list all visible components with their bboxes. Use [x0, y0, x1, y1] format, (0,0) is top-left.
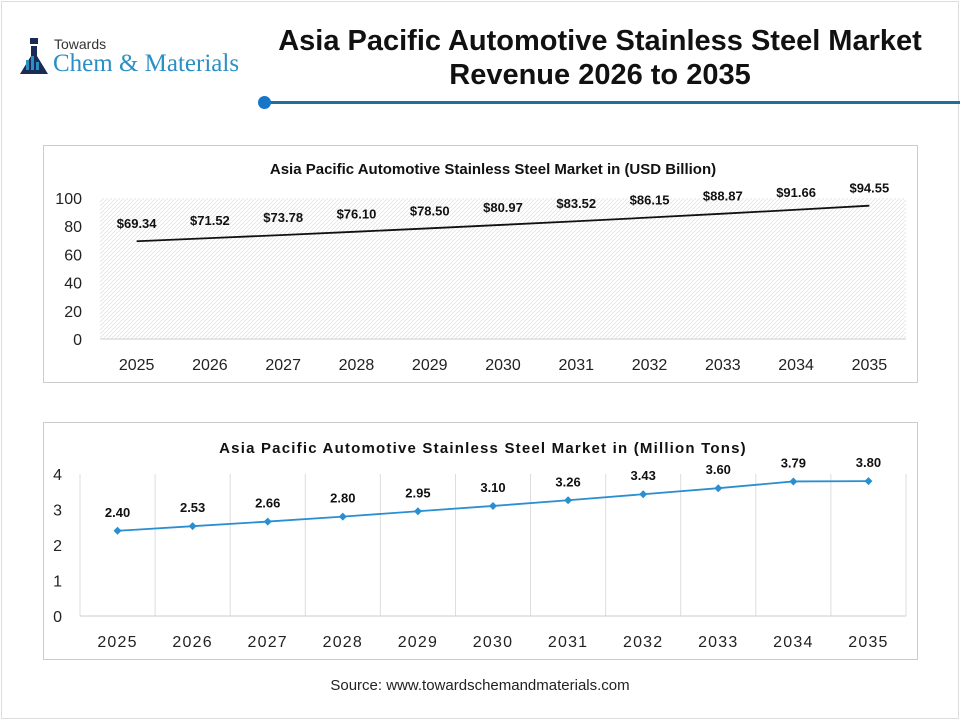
chart-usd-panel: Asia Pacific Automotive Stainless Steel …	[43, 145, 918, 383]
data-label: 3.43	[631, 468, 656, 483]
logo: Towards Chem & Materials	[18, 34, 268, 84]
title-rule	[264, 101, 960, 104]
chart-usd: Asia Pacific Automotive Stainless Steel …	[55, 161, 906, 374]
flask-icon	[20, 38, 48, 74]
data-point	[714, 484, 723, 493]
data-label: $83.52	[556, 196, 596, 211]
logo-line2: Chem & Materials	[53, 50, 240, 77]
x-tick-label: 2025	[97, 634, 137, 651]
data-label: 3.79	[781, 455, 806, 470]
x-tick-label: 2028	[339, 357, 375, 374]
data-point	[639, 490, 648, 499]
x-tick-label: 2035	[852, 357, 888, 374]
logo-line1: Towards	[54, 36, 107, 52]
chart-tons: Asia Pacific Automotive Stainless Steel …	[53, 440, 907, 651]
y-tick-label: 80	[64, 219, 82, 236]
x-tick-label: 2026	[172, 634, 212, 651]
y-tick-label: 0	[53, 609, 62, 626]
data-label: 2.95	[405, 485, 430, 500]
x-tick-label: 2033	[705, 357, 741, 374]
x-tick-label: 2027	[248, 634, 288, 651]
data-label: $78.50	[410, 203, 450, 218]
data-point	[263, 517, 272, 526]
x-tick-label: 2025	[119, 357, 155, 374]
data-point	[338, 512, 347, 521]
data-label: 3.60	[706, 462, 731, 477]
data-label: 2.40	[105, 505, 130, 520]
x-tick-label: 2035	[848, 634, 888, 651]
data-point	[789, 477, 798, 486]
x-tick-label: 2030	[485, 357, 521, 374]
y-tick-label: 20	[64, 304, 82, 321]
data-label: $71.52	[190, 213, 230, 228]
x-tick-label: 2029	[412, 357, 448, 374]
x-tick-label: 2028	[323, 634, 363, 651]
data-label: 2.66	[255, 496, 280, 511]
data-point	[489, 501, 497, 510]
data-label: $73.78	[263, 210, 303, 225]
chart-tons-panel: Asia Pacific Automotive Stainless Steel …	[43, 422, 918, 660]
y-tick-label: 40	[64, 276, 82, 293]
data-label: $69.34	[117, 216, 158, 231]
x-tick-label: 2027	[265, 357, 301, 374]
data-label: $88.87	[703, 189, 743, 204]
x-tick-label: 2031	[558, 357, 594, 374]
data-label: $76.10	[337, 207, 377, 222]
series-line	[136, 204, 870, 243]
chart-title: Asia Pacific Automotive Stainless Steel …	[270, 161, 716, 178]
y-tick-label: 2	[53, 538, 62, 555]
data-point	[413, 507, 422, 516]
source-note: Source: www.towardschemandmaterials.com	[330, 677, 630, 694]
data-label: $80.97	[483, 200, 523, 215]
page-title: Asia Pacific Automotive Stainless Steel …	[260, 24, 940, 92]
plot-background	[100, 198, 906, 339]
data-label: $91.66	[776, 185, 816, 200]
data-label: 3.10	[480, 480, 505, 495]
x-tick-label: 2031	[548, 634, 588, 651]
y-tick-label: 4	[53, 467, 62, 484]
x-tick-label: 2034	[778, 357, 814, 374]
data-point	[564, 496, 573, 505]
y-tick-label: 1	[53, 574, 62, 591]
x-tick-label: 2032	[632, 357, 668, 374]
x-tick-label: 2034	[773, 634, 813, 651]
data-label: $94.55	[849, 181, 889, 196]
data-point	[864, 477, 873, 486]
data-label: $86.15	[630, 193, 670, 208]
data-label: 2.53	[180, 500, 205, 515]
chart-title: Asia Pacific Automotive Stainless Steel …	[219, 440, 747, 457]
y-tick-label: 60	[64, 247, 82, 264]
x-tick-label: 2032	[623, 634, 663, 651]
y-tick-label: 100	[55, 191, 82, 208]
title-dot	[258, 96, 271, 109]
x-tick-label: 2033	[698, 634, 738, 651]
y-tick-label: 3	[53, 503, 62, 520]
data-point	[113, 526, 122, 535]
data-label: 3.80	[856, 455, 881, 470]
data-point	[188, 522, 197, 531]
x-tick-label: 2029	[398, 634, 438, 651]
y-tick-label: 0	[73, 332, 82, 349]
data-label: 2.80	[330, 491, 355, 506]
title-line2: Revenue 2026 to 2035	[449, 59, 751, 91]
title-line1: Asia Pacific Automotive Stainless Steel …	[278, 25, 922, 57]
data-label: 3.26	[555, 474, 580, 489]
x-tick-label: 2026	[192, 357, 228, 374]
x-tick-label: 2030	[473, 634, 513, 651]
